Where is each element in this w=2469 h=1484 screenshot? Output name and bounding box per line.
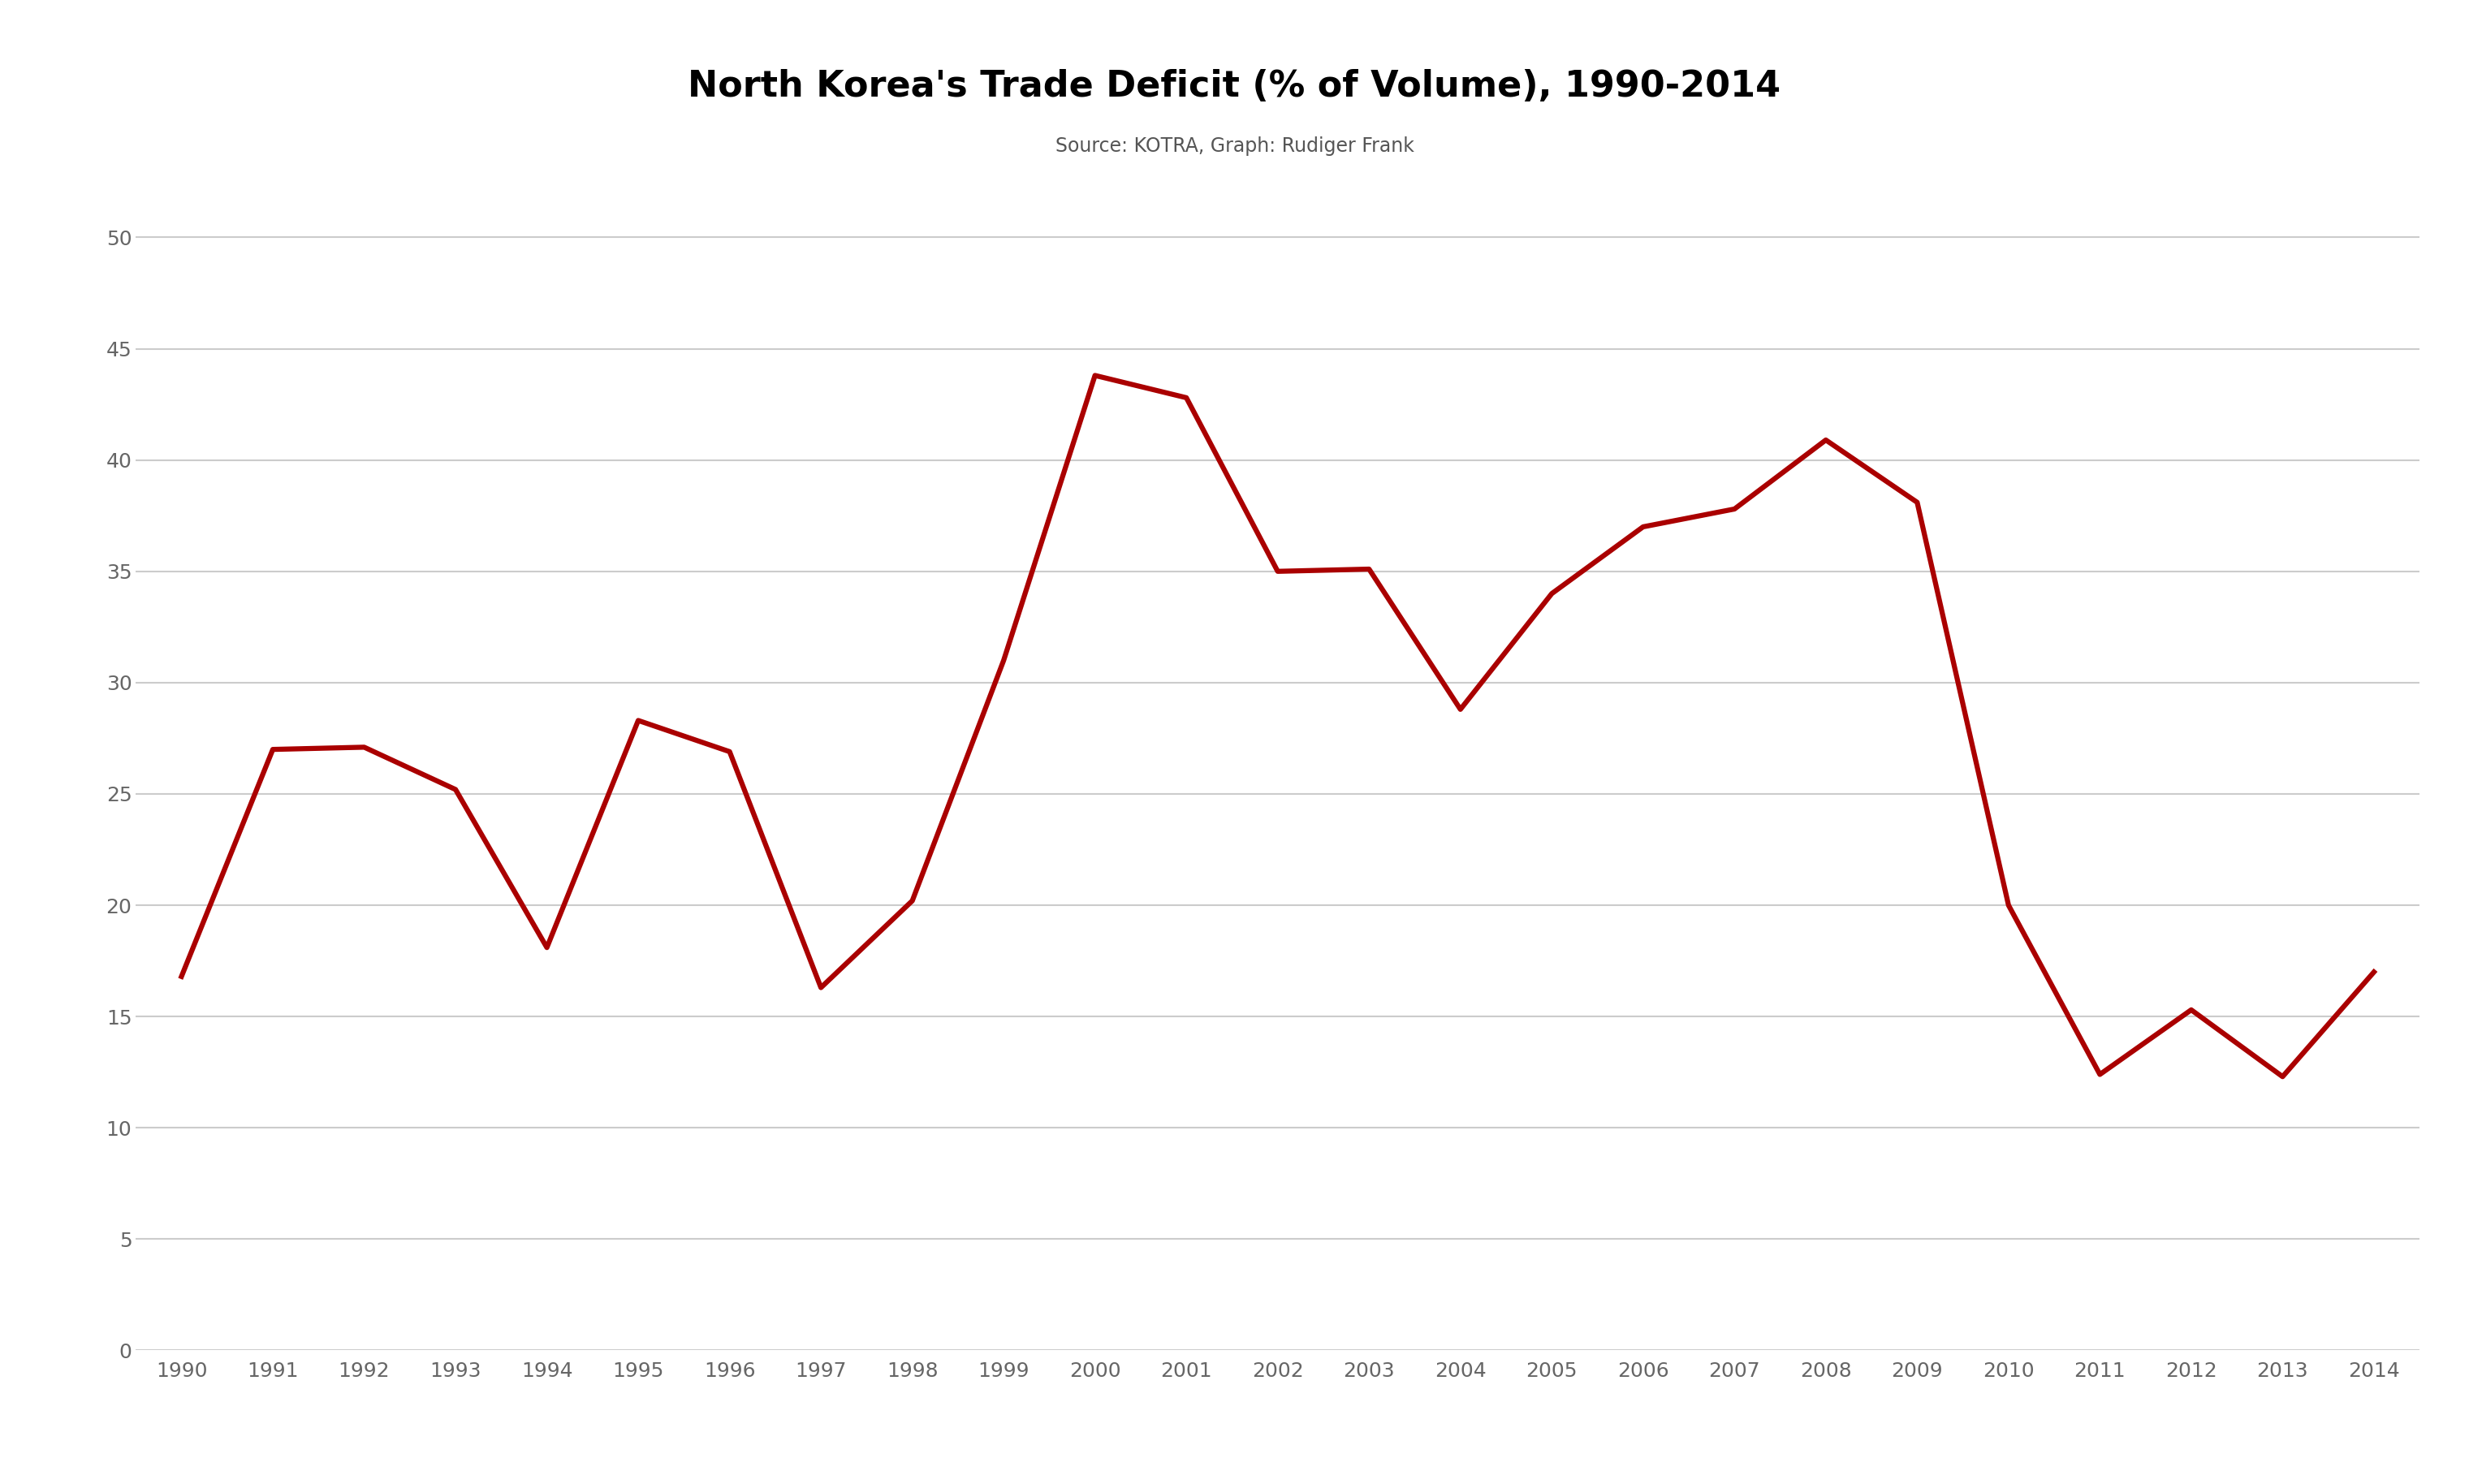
Text: Source: KOTRA, Graph: Rudiger Frank: Source: KOTRA, Graph: Rudiger Frank (1054, 137, 1415, 156)
Text: North Korea's Trade Deficit (% of Volume), 1990-2014: North Korea's Trade Deficit (% of Volume… (689, 68, 1780, 104)
